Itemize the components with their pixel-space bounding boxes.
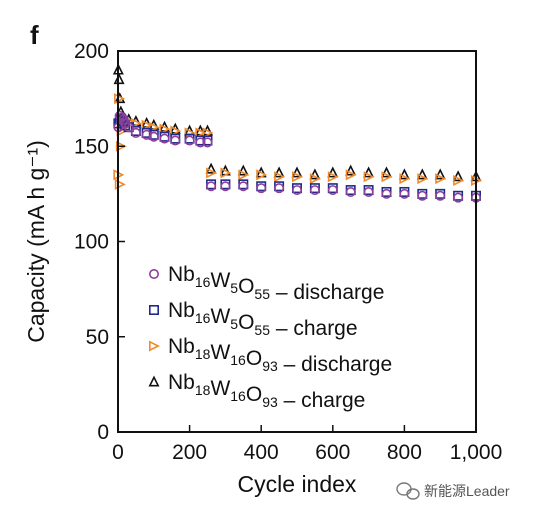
data-point [170,135,181,146]
data-point [274,171,286,183]
x-tick-label: 600 [315,441,350,464]
data-point [291,171,303,183]
data-point [291,166,303,178]
legend-item: Nb18W16O93 – discharge [149,335,392,376]
legend-label: Nb18W16O93 – charge [168,371,365,412]
data-point [184,135,195,146]
data-point [220,167,232,179]
data-point [363,186,374,197]
data-point [309,168,321,180]
data-point [114,93,126,105]
y-tick-label: 200 [74,40,109,63]
data-point [238,169,250,181]
legend-item: Nb16W5O55 – discharge [149,263,384,304]
legend-marker [149,268,160,279]
data-point [434,168,446,180]
data-point [238,181,249,192]
axis-ticks: 0 200 400 600 800 1,000 0 50 100 150 200 [74,40,502,464]
data-point [206,181,217,192]
data-point [273,166,285,178]
x-axis-title: Cycle index [238,471,357,497]
data-point [381,166,392,178]
y-tick-label: 50 [86,326,109,349]
data-point [148,131,159,142]
watermark-text: 新能源Leader [424,483,510,499]
data-point [327,166,339,178]
data-point [417,190,428,201]
data-point [206,167,218,179]
y-tick-label: 0 [97,421,109,444]
legend-marker [148,375,160,387]
y-tick-label: 150 [74,135,109,158]
data-point [345,186,356,197]
data-point [130,127,141,138]
legend-label: Nb16W5O55 – charge [168,299,358,340]
data-point [195,137,206,148]
y-tick-label: 100 [74,231,109,254]
data-point [417,173,429,185]
data-point [195,127,207,139]
data-point [202,137,213,148]
x-tick-label: 1,000 [450,441,503,464]
legend-label: Nb16W5O55 – discharge [168,263,384,304]
data-point [141,119,153,131]
data-point [416,168,428,180]
data-point [381,188,392,199]
data-point [159,123,171,135]
legend-label: Nb18W16O93 – discharge [168,335,392,376]
y-axis-title: Capacity (mA h g⁻¹) [23,140,49,343]
data-point [148,121,160,133]
data-point [399,173,411,185]
data-point [398,168,410,180]
x-tick-label: 0 [112,441,124,464]
series-2 [113,114,481,201]
data-point [256,169,268,181]
data-point [141,129,152,140]
data-point [123,122,134,133]
data-point [345,164,357,176]
data-point [309,173,321,185]
series-1 [113,110,481,203]
data-point [399,188,410,199]
data-marks [112,63,482,203]
data-point [381,171,393,183]
data-point [435,190,446,201]
data-point [327,171,339,183]
data-point [452,170,464,182]
data-point [115,140,127,152]
data-point [435,173,447,185]
data-point [453,192,464,203]
data-point [237,164,249,176]
panel-letter: f [30,20,39,50]
data-point [205,162,217,174]
data-point [170,125,182,137]
data-point [256,183,267,194]
data-point [309,185,320,196]
legend-item: Nb18W16O93 – charge [148,371,365,412]
data-point [159,133,170,144]
data-point [363,166,375,178]
legend-marker [149,304,160,315]
data-point [202,127,214,139]
data-point [453,175,465,187]
data-point [274,183,285,194]
data-point [113,73,125,85]
watermark: 新能源Leader [396,482,510,500]
data-point [114,178,126,190]
data-point [345,169,357,181]
x-tick-label: 200 [172,441,207,464]
data-point [220,181,231,192]
legend-marker [149,340,160,352]
x-tick-label: 800 [387,441,422,464]
x-tick-label: 400 [244,441,279,464]
data-point [291,185,302,196]
data-point [327,185,338,196]
data-point [363,171,375,183]
wechat-icon [396,482,420,500]
series-4 [112,63,482,182]
legend-item: Nb16W5O55 – charge [149,299,358,340]
